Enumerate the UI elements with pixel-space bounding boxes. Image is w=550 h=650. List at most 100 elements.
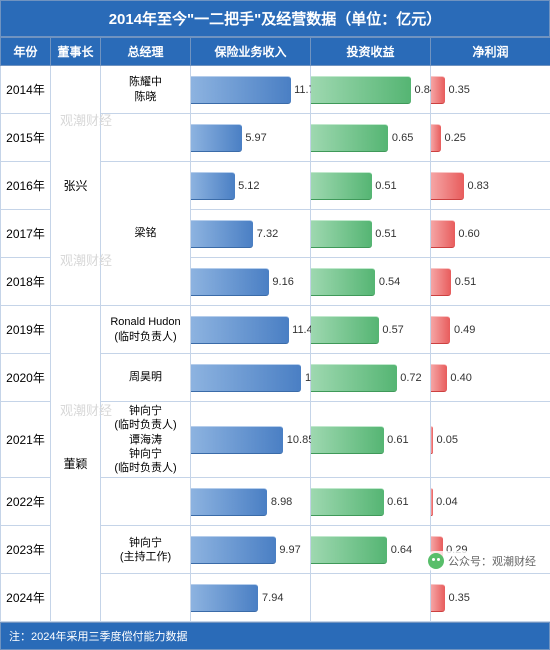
bar-label: 0.25 (444, 132, 465, 144)
gm-cell (101, 574, 191, 622)
bar (431, 584, 445, 612)
data-cell: 0.65 (311, 114, 431, 162)
data-cell: 0.35 (431, 574, 550, 622)
year-cell: 2021年 (1, 402, 51, 478)
data-cell: 11.48 (191, 306, 311, 354)
gm-cell (101, 114, 191, 162)
data-cell: 5.12 (191, 162, 311, 210)
data-cell: 8.98 (191, 478, 311, 526)
header-gm: 总经理 (101, 38, 191, 66)
bar (191, 124, 242, 152)
bar-label: 0.61 (387, 496, 408, 508)
gm-cell: 陈耀中陈晓 (101, 66, 191, 114)
bar (431, 172, 464, 200)
data-cell: 0.25 (431, 114, 550, 162)
year-cell: 2020年 (1, 354, 51, 402)
table-row: 2014年张兴陈耀中陈晓11.710.840.35 (1, 66, 550, 114)
data-cell: 0.51 (431, 258, 550, 306)
header-revenue: 保险业务收入 (191, 38, 311, 66)
bar (191, 364, 301, 392)
year-cell: 2023年 (1, 526, 51, 574)
header-investment: 投资收益 (311, 38, 431, 66)
bar-label: 0.04 (436, 496, 457, 508)
chairman-cell: 董颖 (51, 306, 101, 622)
year-cell: 2015年 (1, 114, 51, 162)
data-cell: 11.71 (191, 66, 311, 114)
data-cell: 0.51 (311, 210, 431, 258)
bar (431, 488, 433, 516)
bar (311, 124, 388, 152)
data-cell: 5.97 (191, 114, 311, 162)
data-cell: 9.97 (191, 526, 311, 574)
bar (191, 220, 253, 248)
year-cell: 2018年 (1, 258, 51, 306)
bar (431, 220, 455, 248)
gm-cell: 周昊明 (101, 354, 191, 402)
bar (191, 76, 291, 104)
data-cell: 0.72 (311, 354, 431, 402)
bar (311, 268, 375, 296)
gm-cell: Ronald Hudon(临时负责人) (101, 306, 191, 354)
bar-label: 5.97 (245, 132, 266, 144)
data-cell: 0.05 (431, 402, 550, 478)
table-header-row: 年份 董事长 总经理 保险业务收入 投资收益 净利润 (1, 38, 550, 66)
data-cell: 0.49 (431, 306, 550, 354)
gm-cell: 钟向宁(临时负责人)谭海涛钟向宁(临时负责人) (101, 402, 191, 478)
bar-label: 0.57 (382, 324, 403, 336)
bar (311, 220, 372, 248)
data-cell: 0.54 (311, 258, 431, 306)
header-profit: 净利润 (431, 38, 550, 66)
data-cell: 9.16 (191, 258, 311, 306)
data-cell: 0.83 (431, 162, 550, 210)
bar (431, 76, 445, 104)
gm-cell: 梁铭 (101, 162, 191, 306)
gm-cell (101, 478, 191, 526)
wechat-name: 观潮财经 (492, 553, 536, 569)
data-cell: 12.99 (191, 354, 311, 402)
bar (311, 76, 411, 104)
data-cell: 10.85 (191, 402, 311, 478)
bar-label: 0.40 (450, 372, 471, 384)
bar (311, 488, 384, 516)
year-cell: 2016年 (1, 162, 51, 210)
bar (311, 172, 372, 200)
gm-cell: 钟向宁(主持工作) (101, 526, 191, 574)
bar-label: 8.98 (271, 496, 292, 508)
bar-label: 0.64 (391, 544, 412, 556)
table-body: 2014年张兴陈耀中陈晓11.710.840.352015年5.970.650.… (1, 66, 550, 622)
bar (191, 268, 269, 296)
bar (311, 536, 387, 564)
wechat-icon (428, 553, 444, 569)
chairman-cell: 张兴 (51, 66, 101, 306)
header-year: 年份 (1, 38, 51, 66)
bar-label: 0.05 (437, 434, 458, 446)
bar-label: 5.12 (238, 180, 259, 192)
bar (191, 316, 289, 344)
bar-label: 0.60 (458, 228, 479, 240)
data-cell: 0.84 (311, 66, 431, 114)
header-chairman: 董事长 (51, 38, 101, 66)
year-cell: 2022年 (1, 478, 51, 526)
table-title: 2014年至今"一二把手"及经营数据（单位：亿元） (0, 0, 550, 37)
data-table: 年份 董事长 总经理 保险业务收入 投资收益 净利润 2014年张兴陈耀中陈晓1… (0, 37, 550, 622)
bar (191, 488, 267, 516)
bar-label: 0.35 (448, 592, 469, 604)
year-cell: 2019年 (1, 306, 51, 354)
data-cell: 0.61 (311, 478, 431, 526)
bar (191, 172, 235, 200)
data-cell: 0.40 (431, 354, 550, 402)
bar (431, 364, 447, 392)
footer-note: 注：2024年采用三季度偿付能力数据 (0, 622, 550, 650)
bar (431, 426, 433, 454)
table-row: 2019年董颖Ronald Hudon(临时负责人)11.480.570.49 (1, 306, 550, 354)
bar (431, 124, 441, 152)
bar-label: 0.65 (392, 132, 413, 144)
bar-label: 7.94 (262, 592, 283, 604)
data-cell (311, 574, 431, 622)
bar-label: 0.35 (448, 84, 469, 96)
bar (431, 268, 451, 296)
bar-label: 0.51 (375, 180, 396, 192)
bar-label: 0.83 (467, 180, 488, 192)
bar-label: 0.61 (387, 434, 408, 446)
data-cell: 0.35 (431, 66, 550, 114)
